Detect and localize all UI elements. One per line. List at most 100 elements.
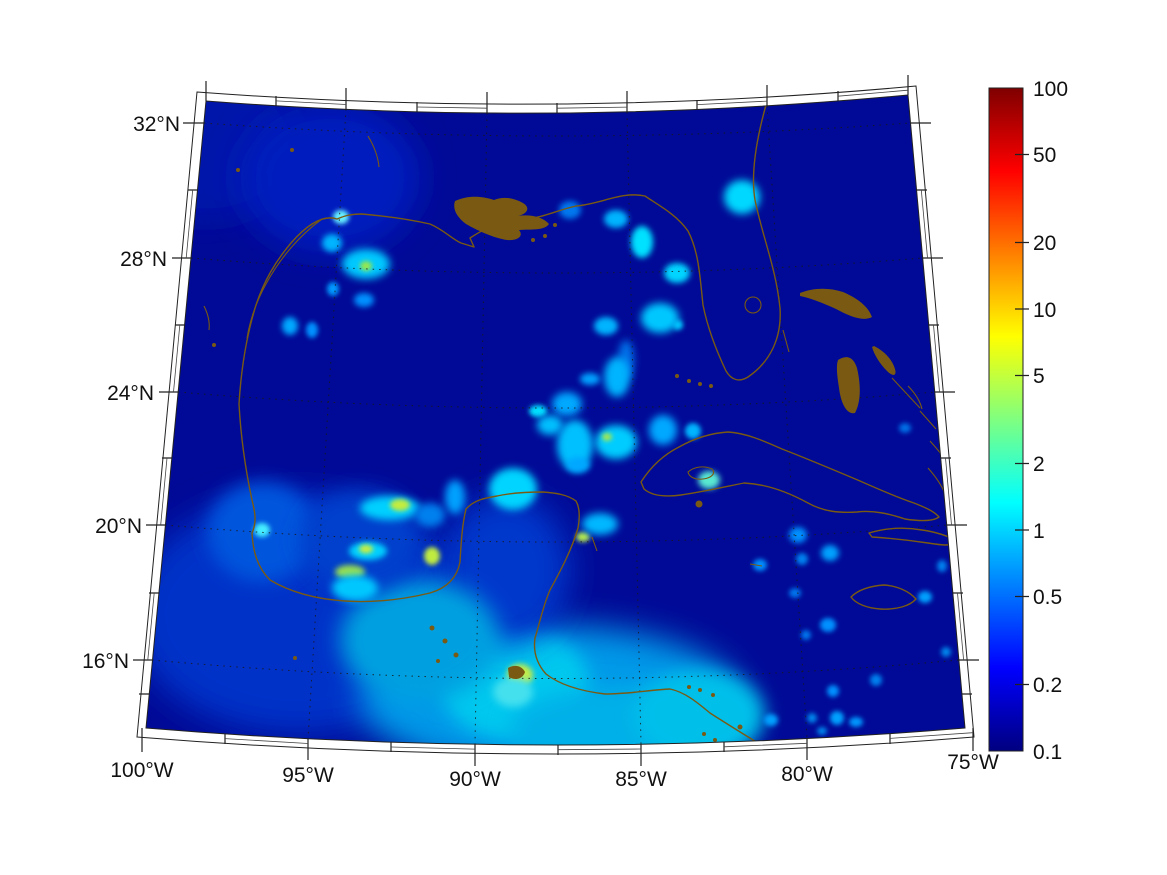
heat-patch bbox=[594, 317, 618, 335]
heat-patch bbox=[827, 685, 839, 697]
heat-patch bbox=[240, 103, 420, 253]
map-frame bbox=[133, 75, 979, 766]
cozumel-island bbox=[591, 536, 598, 552]
lat-tick-label: 24°N bbox=[107, 382, 154, 405]
heat-patch bbox=[582, 513, 618, 535]
heat-patch bbox=[789, 527, 807, 543]
lat-major-ticks bbox=[133, 122, 204, 661]
delta-islet bbox=[531, 238, 535, 242]
heat-patch bbox=[489, 468, 537, 510]
mexico-islet bbox=[212, 343, 216, 347]
bahamas-eleuthera bbox=[872, 346, 896, 375]
colorbar-tick-label: 2 bbox=[1033, 453, 1045, 476]
florida-keys bbox=[687, 379, 691, 383]
mexico-lagoon bbox=[203, 305, 210, 331]
bay-island bbox=[711, 693, 715, 697]
campeche-islet bbox=[293, 656, 297, 660]
heat-patch bbox=[415, 503, 445, 527]
lat-tick-label: 28°N bbox=[120, 248, 167, 271]
bahamas-cat-island bbox=[907, 385, 923, 410]
heat-patch bbox=[649, 415, 677, 445]
colorbar-tick-label: 0.1 bbox=[1033, 741, 1062, 764]
small-lake bbox=[236, 168, 240, 172]
coastline-gulf-mainland bbox=[238, 97, 781, 745]
heat-patch bbox=[899, 423, 911, 433]
heat-patch bbox=[830, 711, 844, 725]
colorbar-ticks bbox=[1015, 153, 1029, 686]
heat-patch bbox=[641, 303, 679, 333]
heat-patch bbox=[673, 320, 683, 330]
heat-patch bbox=[789, 588, 801, 598]
heat-patch bbox=[817, 727, 827, 735]
delta-islet bbox=[553, 223, 557, 227]
lon-tick-label: 100°W bbox=[110, 759, 173, 782]
heat-patch bbox=[340, 580, 500, 700]
campeche-islet bbox=[436, 659, 440, 663]
colorbar-tick-label: 100 bbox=[1033, 78, 1068, 101]
heat-patch bbox=[445, 480, 465, 514]
lake-okeechobee bbox=[744, 296, 762, 314]
heat-patch bbox=[552, 392, 582, 416]
heat-patch bbox=[254, 523, 270, 537]
heat-patch bbox=[604, 357, 630, 397]
meridian-80w bbox=[766, 105, 808, 739]
heat-patch bbox=[390, 499, 410, 511]
florida-keys bbox=[675, 374, 679, 378]
guatemala-highland bbox=[508, 665, 525, 680]
parallel-28n bbox=[190, 257, 924, 274]
bay-island bbox=[702, 732, 706, 736]
heat-patch bbox=[327, 282, 339, 296]
heat-patch bbox=[941, 647, 951, 657]
heat-patch bbox=[918, 591, 932, 603]
heat-patch bbox=[849, 717, 863, 727]
bahamas-bimini bbox=[782, 329, 790, 353]
heat-patch bbox=[801, 630, 811, 640]
bay-island bbox=[713, 738, 717, 742]
lat-tick-label: 32°N bbox=[133, 113, 180, 136]
heat-patch bbox=[631, 226, 653, 258]
heat-patch bbox=[322, 234, 342, 252]
lon-tick-label: 75°W bbox=[947, 751, 999, 774]
heat-patch bbox=[576, 532, 590, 542]
coastline-cuba bbox=[640, 431, 940, 522]
cayman-island bbox=[749, 563, 763, 567]
right-major-ticks bbox=[911, 122, 979, 661]
louisiana-marsh bbox=[454, 196, 549, 241]
meridian-85w bbox=[626, 111, 642, 745]
heat-patch bbox=[529, 405, 547, 417]
delta-islet bbox=[543, 234, 547, 238]
bahamas-east-chain-1 bbox=[939, 418, 957, 442]
heat-patch bbox=[604, 210, 628, 228]
band-mid-segments bbox=[147, 89, 974, 751]
coastlines bbox=[203, 97, 958, 745]
meridian-95w bbox=[307, 108, 347, 740]
bahamas-exuma bbox=[891, 377, 921, 409]
florida-keys bbox=[709, 384, 713, 388]
colorbar-tick-label: 20 bbox=[1033, 232, 1056, 255]
lon-tick-label: 85°W bbox=[615, 768, 667, 791]
heat-patch bbox=[602, 433, 612, 441]
heat-patch bbox=[595, 425, 637, 459]
small-lake bbox=[290, 148, 294, 152]
colorbar-tick-label: 5 bbox=[1033, 365, 1045, 388]
colorbar-tick-label: 0.2 bbox=[1033, 674, 1062, 697]
heat-patch bbox=[354, 293, 374, 307]
heat-patch bbox=[753, 559, 767, 571]
colorbar-tick-label: 10 bbox=[1033, 299, 1056, 322]
heat-patch bbox=[282, 317, 298, 335]
colorbar-tick-label: 0.5 bbox=[1033, 586, 1062, 609]
florida-keys bbox=[698, 382, 702, 386]
frame-inner bbox=[145, 94, 966, 746]
heat-patch bbox=[360, 496, 420, 520]
heat-patch bbox=[306, 322, 318, 338]
bahamas-long-island bbox=[919, 410, 937, 430]
heat-patch bbox=[537, 415, 563, 435]
lon-major-ticks bbox=[141, 728, 974, 766]
campeche-islet bbox=[429, 625, 435, 631]
heat-patch bbox=[332, 575, 378, 601]
heat-patch bbox=[870, 674, 882, 686]
river-squiggle bbox=[367, 135, 380, 168]
heat-patch bbox=[698, 471, 720, 489]
